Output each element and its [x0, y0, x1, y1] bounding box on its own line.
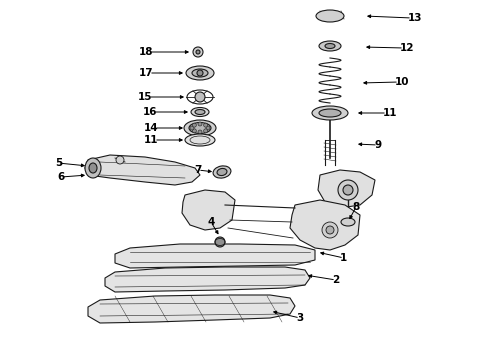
Polygon shape: [115, 244, 315, 268]
Ellipse shape: [338, 180, 358, 200]
Text: 15: 15: [138, 92, 152, 102]
Ellipse shape: [319, 41, 341, 51]
Ellipse shape: [116, 156, 124, 164]
Polygon shape: [85, 155, 200, 185]
Ellipse shape: [191, 108, 209, 117]
Text: 16: 16: [143, 107, 157, 117]
Polygon shape: [290, 200, 360, 250]
Ellipse shape: [319, 109, 341, 117]
Ellipse shape: [198, 130, 202, 134]
Text: 2: 2: [332, 275, 339, 285]
Text: 7: 7: [195, 165, 202, 175]
Ellipse shape: [322, 222, 338, 238]
Ellipse shape: [85, 158, 101, 178]
Text: 13: 13: [408, 13, 422, 23]
Text: 10: 10: [395, 77, 410, 87]
Ellipse shape: [196, 50, 200, 54]
Ellipse shape: [204, 123, 208, 127]
Ellipse shape: [204, 129, 208, 133]
Ellipse shape: [312, 106, 348, 120]
Polygon shape: [88, 295, 295, 323]
Text: 6: 6: [58, 172, 65, 182]
Text: 9: 9: [374, 140, 381, 150]
Text: 17: 17: [138, 68, 153, 78]
Ellipse shape: [206, 126, 210, 130]
Ellipse shape: [189, 122, 211, 134]
Ellipse shape: [341, 218, 355, 226]
Ellipse shape: [198, 122, 202, 126]
Text: 1: 1: [340, 253, 347, 263]
Text: 14: 14: [144, 123, 158, 133]
Text: 12: 12: [400, 43, 415, 53]
Text: 5: 5: [55, 158, 62, 168]
Ellipse shape: [190, 126, 194, 130]
Ellipse shape: [343, 185, 353, 195]
Ellipse shape: [193, 47, 203, 57]
Ellipse shape: [326, 226, 334, 234]
Text: 4: 4: [208, 217, 215, 227]
Text: 18: 18: [139, 47, 153, 57]
Ellipse shape: [195, 109, 205, 114]
Polygon shape: [105, 267, 310, 292]
Text: 11: 11: [383, 108, 397, 118]
Ellipse shape: [213, 166, 231, 178]
Ellipse shape: [89, 163, 97, 173]
Ellipse shape: [193, 123, 196, 127]
Polygon shape: [318, 170, 375, 208]
Ellipse shape: [193, 129, 196, 133]
Ellipse shape: [185, 134, 215, 146]
Polygon shape: [182, 190, 235, 230]
Text: 11: 11: [144, 135, 158, 145]
Text: 3: 3: [296, 313, 303, 323]
Ellipse shape: [217, 168, 227, 176]
Ellipse shape: [325, 44, 335, 49]
Ellipse shape: [192, 69, 208, 77]
Ellipse shape: [184, 120, 216, 136]
Ellipse shape: [186, 66, 214, 80]
Ellipse shape: [197, 70, 203, 76]
Ellipse shape: [195, 92, 205, 102]
Text: 8: 8: [352, 202, 359, 212]
Ellipse shape: [316, 10, 344, 22]
Ellipse shape: [215, 237, 225, 247]
